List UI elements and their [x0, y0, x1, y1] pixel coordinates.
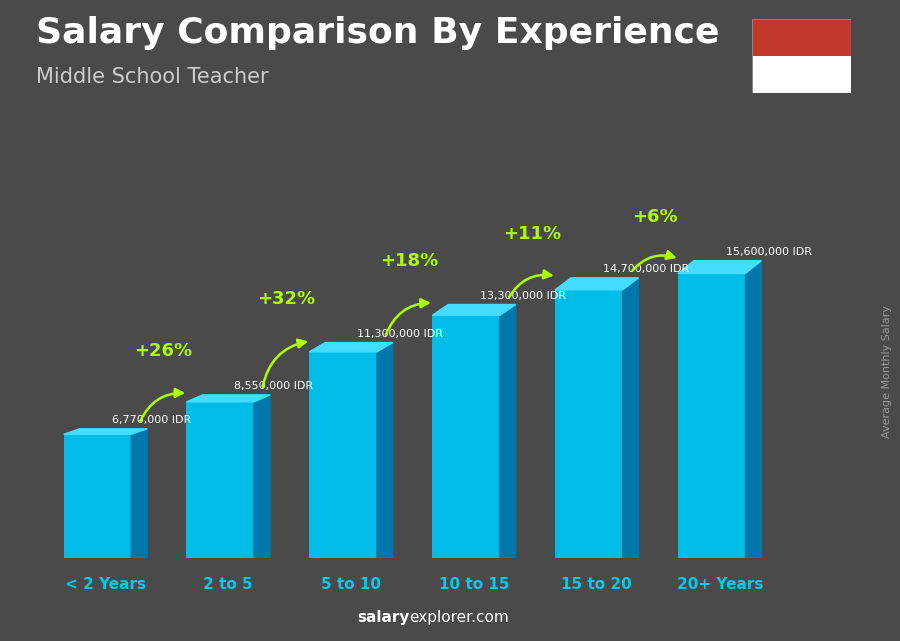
Bar	[432, 315, 500, 558]
Text: Middle School Teacher: Middle School Teacher	[36, 67, 268, 87]
Bar	[64, 435, 131, 558]
Text: +32%: +32%	[257, 290, 316, 308]
Bar	[752, 56, 850, 93]
Text: 11,300,000 IDR: 11,300,000 IDR	[357, 329, 444, 339]
Text: salary: salary	[357, 610, 410, 625]
Text: +26%: +26%	[135, 342, 193, 360]
Polygon shape	[310, 342, 393, 352]
Polygon shape	[745, 261, 761, 558]
Text: 14,700,000 IDR: 14,700,000 IDR	[603, 264, 689, 274]
Polygon shape	[186, 395, 270, 402]
Text: +11%: +11%	[503, 225, 562, 243]
Polygon shape	[555, 278, 639, 290]
Text: 13,300,000 IDR: 13,300,000 IDR	[480, 291, 566, 301]
Polygon shape	[131, 429, 148, 558]
Text: < 2 Years: < 2 Years	[65, 577, 146, 592]
Text: Average Monthly Salary: Average Monthly Salary	[881, 305, 892, 438]
Text: 15 to 20: 15 to 20	[562, 577, 632, 592]
FancyArrowPatch shape	[633, 251, 674, 271]
Bar	[555, 290, 623, 558]
Polygon shape	[623, 278, 639, 558]
Text: 5 to 10: 5 to 10	[321, 577, 381, 592]
Bar	[310, 352, 377, 558]
Text: 8,550,000 IDR: 8,550,000 IDR	[234, 381, 313, 392]
Polygon shape	[678, 261, 761, 274]
Text: Salary Comparison By Experience: Salary Comparison By Experience	[36, 16, 719, 50]
FancyArrowPatch shape	[386, 299, 428, 335]
Text: +18%: +18%	[380, 252, 438, 270]
Bar	[678, 274, 745, 558]
Text: 6,770,000 IDR: 6,770,000 IDR	[112, 415, 191, 426]
FancyArrowPatch shape	[263, 340, 305, 387]
Polygon shape	[377, 342, 393, 558]
Bar	[752, 19, 850, 56]
Bar	[186, 402, 254, 558]
Text: explorer.com: explorer.com	[410, 610, 509, 625]
Text: 20+ Years: 20+ Years	[677, 577, 763, 592]
FancyArrowPatch shape	[509, 271, 551, 297]
Text: +6%: +6%	[633, 208, 678, 226]
Polygon shape	[500, 304, 516, 558]
Polygon shape	[432, 304, 516, 315]
Polygon shape	[254, 395, 270, 558]
Text: 10 to 15: 10 to 15	[438, 577, 509, 592]
FancyArrowPatch shape	[140, 389, 183, 421]
Text: 15,600,000 IDR: 15,600,000 IDR	[725, 247, 812, 257]
Polygon shape	[64, 429, 148, 435]
Text: 2 to 5: 2 to 5	[203, 577, 253, 592]
